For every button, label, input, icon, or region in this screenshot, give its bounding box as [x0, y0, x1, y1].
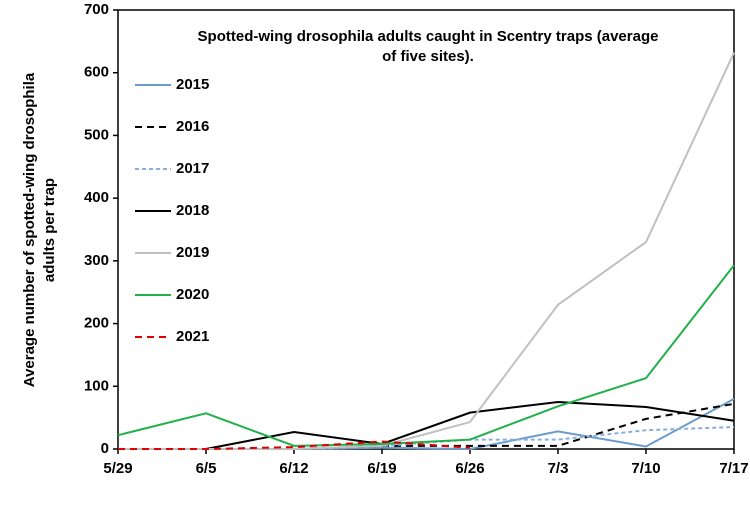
y-tick-label: 500 [84, 126, 109, 143]
series-line [118, 440, 471, 450]
y-tick-label: 700 [84, 1, 109, 18]
y-tick-label: 0 [101, 440, 109, 457]
series-line [117, 264, 735, 447]
legend-label: 2020 [176, 286, 209, 303]
x-tick-label: 6/26 [455, 460, 484, 477]
legend-label: 2017 [176, 160, 209, 177]
chart-title: Spotted-wing drosophila adults caught in… [198, 28, 659, 45]
legend-label: 2015 [176, 76, 209, 93]
y-tick-label: 600 [84, 64, 109, 81]
x-tick-label: 7/10 [631, 460, 660, 477]
x-tick-label: 6/19 [367, 460, 396, 477]
chart-title: of five sites). [382, 48, 474, 65]
series-line [118, 52, 735, 450]
series-line [118, 400, 735, 450]
x-tick-label: 6/5 [196, 460, 217, 477]
plot-frame [117, 9, 735, 450]
legend-label: 2021 [176, 328, 209, 345]
x-tick-label: 7/17 [719, 460, 748, 477]
y-label-line: adults per trap [41, 178, 58, 282]
x-tick-label: 6/12 [279, 460, 308, 477]
y-label: Average number of spotted-wing drosophil… [21, 72, 58, 387]
y-tick-label: 400 [84, 189, 109, 206]
legend-label: 2018 [176, 202, 209, 219]
x-tick-label: 5/29 [103, 460, 132, 477]
y-tick-label: 200 [84, 315, 109, 332]
x-tick-label: 7/3 [548, 460, 569, 477]
legend-label: 2019 [176, 244, 209, 261]
y-tick-label: 100 [84, 377, 109, 394]
legend-label: 2016 [176, 118, 209, 135]
y-label-line: Average number of spotted-wing drosophil… [21, 72, 38, 387]
y-tick-label: 300 [84, 252, 109, 269]
